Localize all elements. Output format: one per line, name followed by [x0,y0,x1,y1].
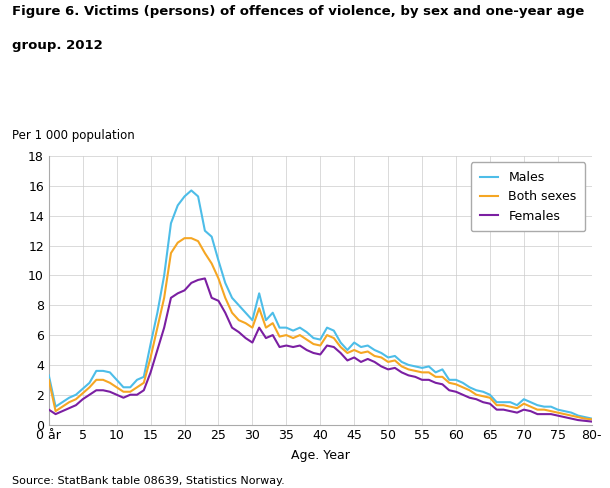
Females [391,365,398,371]
Males [493,399,500,405]
Females [588,419,595,425]
Females [493,407,500,412]
Males [453,377,460,383]
Line: Males: Males [49,190,592,419]
Males [45,372,52,378]
Both sexes [493,402,500,408]
Both sexes [351,347,358,353]
Both sexes [181,235,188,241]
Females [520,407,528,412]
Males [540,404,548,409]
Both sexes [453,382,460,387]
Text: Figure 6. Victims (persons) of offences of violence, by sex and one-year age: Figure 6. Victims (persons) of offences … [12,5,584,18]
Both sexes [588,416,595,422]
Both sexes [520,401,528,407]
Males [520,396,528,402]
Females [201,276,209,282]
Females [351,354,358,360]
Females [453,389,460,395]
Females [45,407,52,412]
Both sexes [391,358,398,364]
Text: Per 1 000 population: Per 1 000 population [12,128,135,142]
Both sexes [540,407,548,412]
Males [351,340,358,346]
Legend: Males, Both sexes, Females: Males, Both sexes, Females [471,163,586,231]
Text: Source: StatBank table 08639, Statistics Norway.: Source: StatBank table 08639, Statistics… [12,476,285,486]
Line: Females: Females [49,279,592,422]
Both sexes [45,377,52,383]
Males [588,416,595,422]
Text: group. 2012: group. 2012 [12,39,103,52]
Males [188,187,195,193]
Males [391,353,398,359]
X-axis label: Age. Year: Age. Year [291,449,350,462]
Females [540,411,548,417]
Line: Both sexes: Both sexes [49,238,592,419]
